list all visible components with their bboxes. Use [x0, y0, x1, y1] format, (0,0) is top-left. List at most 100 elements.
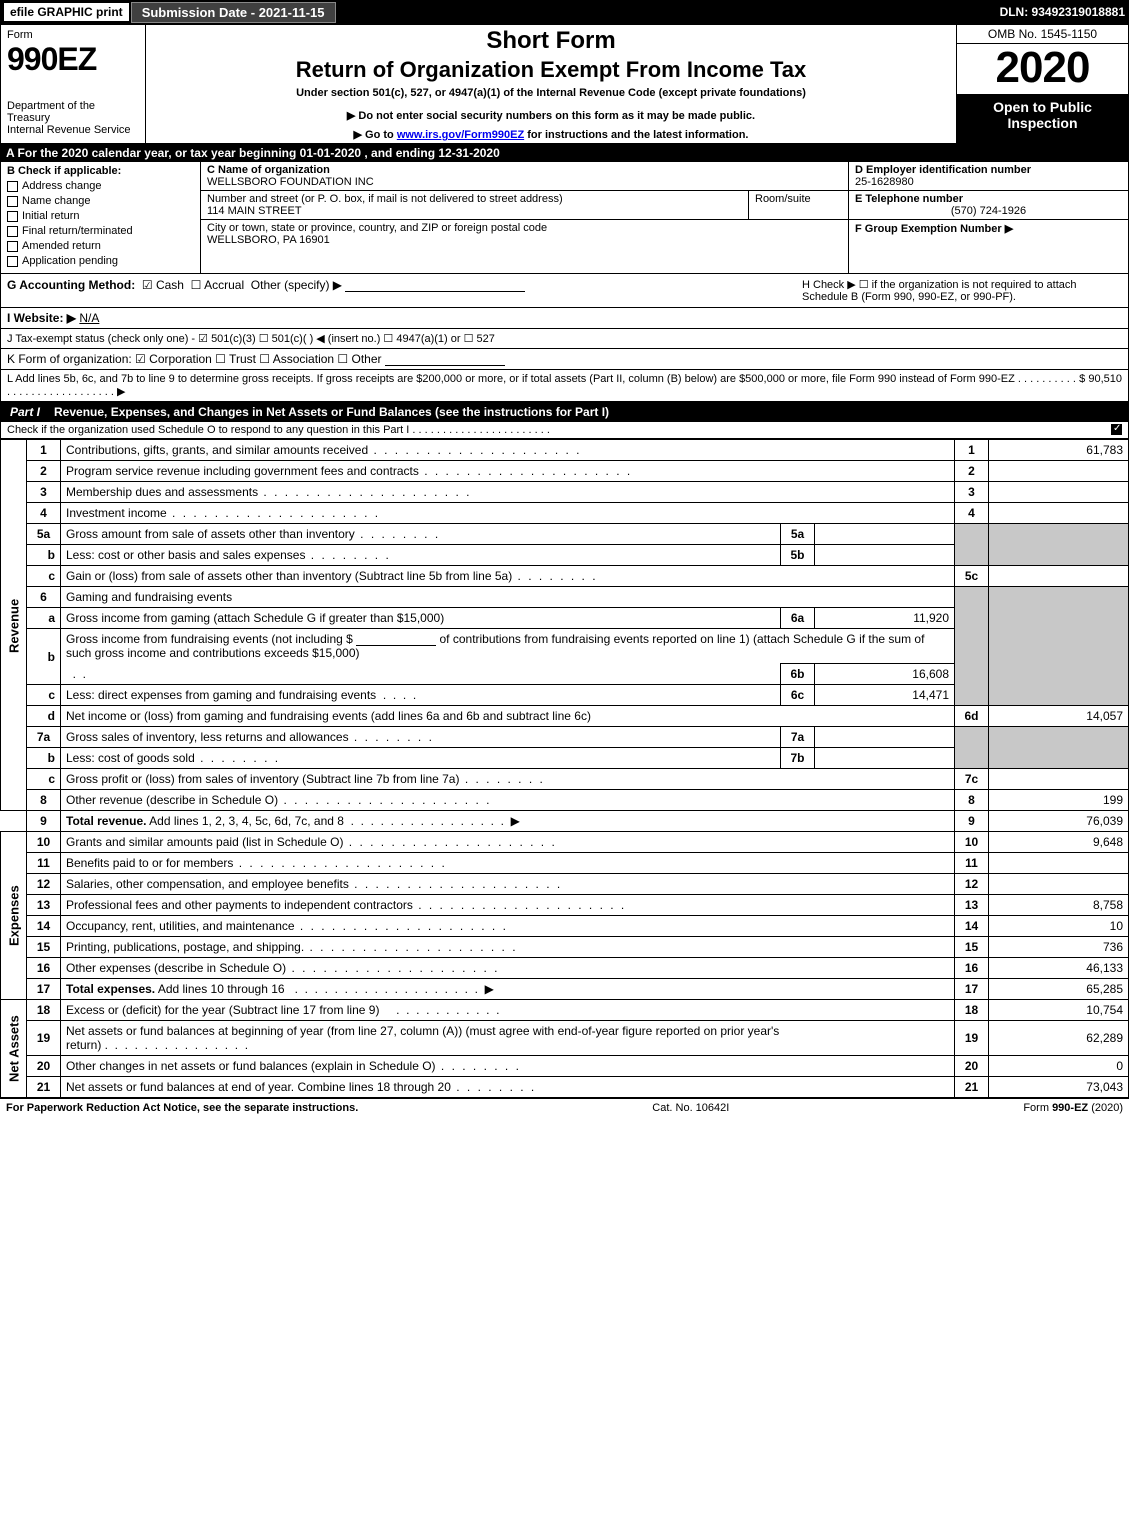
- ln7a-subval: [815, 727, 955, 748]
- submission-date-button[interactable]: Submission Date - 2021-11-15: [131, 2, 336, 23]
- ln19-out: 19: [955, 1021, 989, 1056]
- omb-number: OMB No. 1545-1150: [957, 25, 1128, 44]
- ln6a-subval: 11,920: [815, 608, 955, 629]
- ln6a-sub: 6a: [781, 608, 815, 629]
- ln15-val: 736: [989, 937, 1129, 958]
- chk-name-change[interactable]: [7, 196, 18, 207]
- chk-address-change[interactable]: [7, 181, 18, 192]
- chk-application-pending[interactable]: [7, 256, 18, 267]
- dept-treasury: Department of the Treasury: [7, 100, 139, 124]
- goto-note: ▶ Go to www.irs.gov/Form990EZ for instru…: [152, 128, 950, 141]
- ln6c-desc: Less: direct expenses from gaming and fu…: [66, 688, 376, 702]
- c-street: 114 MAIN STREET: [207, 205, 742, 217]
- header-right: OMB No. 1545-1150 2020 Open to Public In…: [956, 25, 1128, 143]
- opt-address-change: Address change: [22, 180, 102, 192]
- chk-schedule-o[interactable]: [1111, 424, 1122, 435]
- ln10-no: 10: [27, 832, 61, 853]
- ln15-desc: Printing, publications, postage, and shi…: [66, 940, 518, 954]
- ln12-val: [989, 874, 1129, 895]
- g-other-blank[interactable]: [345, 280, 525, 292]
- b-heading: B Check if applicable:: [7, 165, 194, 177]
- open-public: Open to Public Inspection: [957, 95, 1128, 143]
- ln6b-sub: 6b: [781, 664, 815, 685]
- row-k: K Form of organization: ☑ Corporation ☐ …: [0, 349, 1129, 370]
- section-def: D Employer identification number 25-1628…: [848, 162, 1128, 273]
- l-text: L Add lines 5b, 6c, and 7b to line 9 to …: [7, 373, 1079, 398]
- i-website: N/A: [79, 311, 99, 325]
- ln5c-desc: Gain or (loss) from sale of assets other…: [66, 569, 598, 583]
- ln7c-out: 7c: [955, 769, 989, 790]
- ln20-no: 20: [27, 1056, 61, 1077]
- c-street-label: Number and street (or P. O. box, if mail…: [207, 193, 742, 205]
- ln6b-desc1: Gross income from fundraising events (no…: [66, 632, 353, 646]
- room-suite-label: Room/suite: [748, 191, 848, 219]
- ln7b-no: b: [27, 748, 61, 769]
- irs-label: Internal Revenue Service: [7, 124, 139, 136]
- h-check: H Check ▶ ☐ if the organization is not r…: [802, 278, 1122, 303]
- ln11-desc: Benefits paid to or for members: [66, 856, 447, 870]
- chk-amended-return[interactable]: [7, 241, 18, 252]
- footer-left: For Paperwork Reduction Act Notice, see …: [6, 1102, 358, 1114]
- part1-title: Revenue, Expenses, and Changes in Net As…: [54, 405, 1123, 419]
- l-val: $ 90,510: [1079, 373, 1122, 398]
- ln6-no: 6: [27, 587, 61, 608]
- ln9-no: 9: [27, 811, 61, 832]
- ln5a-sub: 5a: [781, 524, 815, 545]
- opt-initial-return: Initial return: [22, 210, 79, 222]
- ln6b-subval: 16,608: [815, 664, 955, 685]
- ln13-out: 13: [955, 895, 989, 916]
- ln20-val: 0: [989, 1056, 1129, 1077]
- ln5c-val: [989, 566, 1129, 587]
- ln5b-no: b: [27, 545, 61, 566]
- ln10-out: 10: [955, 832, 989, 853]
- ln4-val: [989, 503, 1129, 524]
- goto-link[interactable]: www.irs.gov/Form990EZ: [397, 129, 524, 141]
- ln19-no: 19: [27, 1021, 61, 1056]
- ln1-desc: Contributions, gifts, grants, and simila…: [66, 443, 582, 457]
- chk-final-return[interactable]: [7, 226, 18, 237]
- g-cash: Cash: [156, 278, 184, 292]
- row-j: J Tax-exempt status (check only one) - ☑…: [0, 329, 1129, 349]
- ln7c-desc: Gross profit or (loss) from sales of inv…: [66, 772, 545, 786]
- ln6c-sub: 6c: [781, 685, 815, 706]
- ln3-no: 3: [27, 482, 61, 503]
- under-section: Under section 501(c), 527, or 4947(a)(1)…: [152, 87, 950, 99]
- e-label: E Telephone number: [855, 193, 1122, 205]
- ln18-no: 18: [27, 1000, 61, 1021]
- ln2-val: [989, 461, 1129, 482]
- ln8-no: 8: [27, 790, 61, 811]
- ln5b-subval: [815, 545, 955, 566]
- ln7ab-grey: [955, 727, 989, 769]
- ln7a-desc: Gross sales of inventory, less returns a…: [66, 730, 434, 744]
- ln21-val: 73,043: [989, 1077, 1129, 1098]
- ln11-val: [989, 853, 1129, 874]
- dln-label: DLN: 93492319018881: [1000, 5, 1125, 19]
- chk-initial-return[interactable]: [7, 211, 18, 222]
- k-other-blank[interactable]: [385, 354, 505, 366]
- ln5b-desc: Less: cost or other basis and sales expe…: [66, 548, 391, 562]
- ln16-desc: Other expenses (describe in Schedule O): [66, 961, 499, 975]
- ln7c-no: c: [27, 769, 61, 790]
- ln7b-subval: [815, 748, 955, 769]
- part1-note: Check if the organization used Schedule …: [0, 422, 1129, 439]
- ln1-no: 1: [27, 440, 61, 461]
- ln14-no: 14: [27, 916, 61, 937]
- ln3-val: [989, 482, 1129, 503]
- ln5ab-grey-val: [989, 524, 1129, 566]
- opt-application-pending: Application pending: [22, 255, 118, 267]
- lines-table: Revenue 1 Contributions, gifts, grants, …: [0, 439, 1129, 1098]
- ln7b-desc: Less: cost of goods sold: [66, 751, 280, 765]
- ln7ab-grey-val: [989, 727, 1129, 769]
- ln7a-sub: 7a: [781, 727, 815, 748]
- i-label: I Website: ▶: [7, 311, 76, 325]
- opt-final-return: Final return/terminated: [22, 225, 133, 237]
- section-expenses: Expenses: [1, 832, 27, 1000]
- ln6a-desc: Gross income from gaming (attach Schedul…: [61, 608, 781, 629]
- efile-button[interactable]: efile GRAPHIC print: [4, 3, 129, 21]
- ln17-bold: Total expenses.: [66, 982, 155, 996]
- ln6c-no: c: [27, 685, 61, 706]
- tax-year: 2020: [957, 44, 1128, 95]
- ln21-out: 21: [955, 1077, 989, 1098]
- ln6b-blank[interactable]: [356, 634, 436, 646]
- ln5ab-grey: [955, 524, 989, 566]
